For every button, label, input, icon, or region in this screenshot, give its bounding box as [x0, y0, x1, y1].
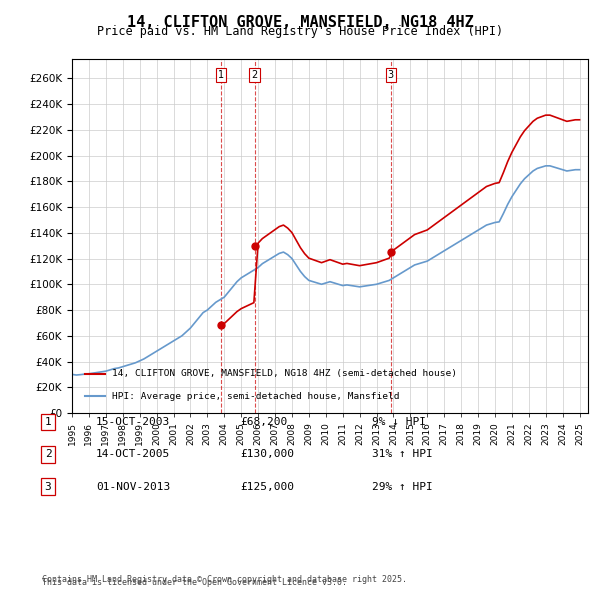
- Text: 14, CLIFTON GROVE, MANSFIELD, NG18 4HZ (semi-detached house): 14, CLIFTON GROVE, MANSFIELD, NG18 4HZ (…: [112, 369, 457, 378]
- Text: 01-NOV-2013: 01-NOV-2013: [96, 482, 170, 491]
- Text: 1: 1: [44, 417, 52, 427]
- Text: £130,000: £130,000: [240, 450, 294, 459]
- Text: £68,200: £68,200: [240, 417, 287, 427]
- Text: 31% ↑ HPI: 31% ↑ HPI: [372, 450, 433, 459]
- Text: Price paid vs. HM Land Registry's House Price Index (HPI): Price paid vs. HM Land Registry's House …: [97, 25, 503, 38]
- Text: 14-OCT-2005: 14-OCT-2005: [96, 450, 170, 459]
- Text: 1: 1: [218, 70, 224, 80]
- Text: 3: 3: [44, 482, 52, 491]
- Text: 14, CLIFTON GROVE, MANSFIELD, NG18 4HZ: 14, CLIFTON GROVE, MANSFIELD, NG18 4HZ: [127, 15, 473, 30]
- Text: Contains HM Land Registry data © Crown copyright and database right 2025.: Contains HM Land Registry data © Crown c…: [42, 575, 407, 584]
- Text: 2: 2: [44, 450, 52, 459]
- Text: 2: 2: [251, 70, 257, 80]
- Text: 3: 3: [388, 70, 394, 80]
- Text: 9% ↓ HPI: 9% ↓ HPI: [372, 417, 426, 427]
- Text: £125,000: £125,000: [240, 482, 294, 491]
- Text: This data is licensed under the Open Government Licence v3.0.: This data is licensed under the Open Gov…: [42, 578, 347, 587]
- Text: 29% ↑ HPI: 29% ↑ HPI: [372, 482, 433, 491]
- Text: HPI: Average price, semi-detached house, Mansfield: HPI: Average price, semi-detached house,…: [112, 392, 399, 401]
- Text: 15-OCT-2003: 15-OCT-2003: [96, 417, 170, 427]
